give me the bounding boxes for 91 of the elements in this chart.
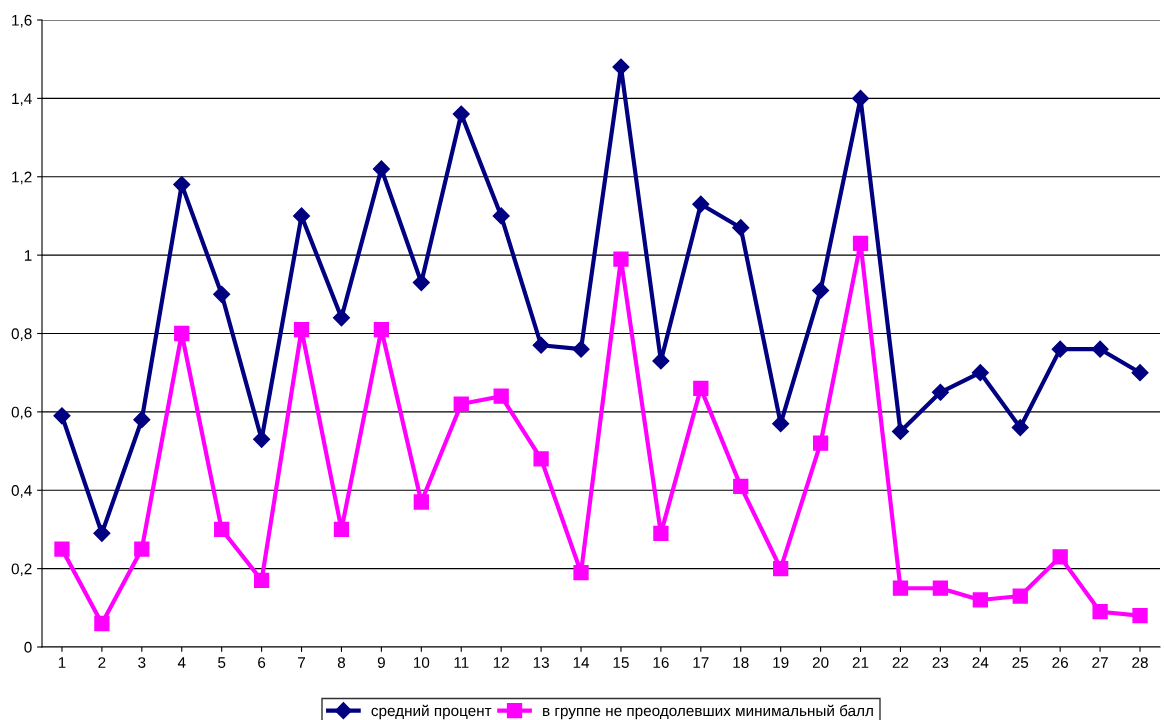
x-tick-label: 25 — [1012, 657, 1029, 668]
point — [733, 478, 749, 494]
x-tick-label: 4 — [177, 657, 186, 668]
point — [134, 541, 150, 557]
point — [931, 383, 949, 401]
x-tick-label: 3 — [138, 657, 146, 668]
x-tick-label: 27 — [1092, 657, 1108, 668]
y-tick-label: 0,4 — [11, 485, 32, 498]
y-tick-label: 0 — [24, 641, 32, 653]
x-tick-label: 6 — [258, 657, 266, 668]
point — [572, 340, 590, 358]
x-tick-label: 12 — [493, 657, 509, 668]
point — [532, 336, 550, 354]
y-tick-label: 1,2 — [12, 171, 32, 185]
y-tick-label: 0,2 — [11, 563, 32, 577]
point — [851, 89, 870, 107]
point — [412, 274, 430, 292]
x-tick-label: 21 — [852, 657, 869, 668]
point — [54, 541, 70, 557]
point — [772, 415, 790, 433]
point — [1131, 364, 1149, 382]
point — [292, 207, 311, 225]
x-tick-label: 11 — [454, 657, 469, 668]
point — [332, 309, 351, 327]
point — [214, 521, 230, 538]
x-tick-label: 8 — [337, 657, 346, 668]
point — [493, 388, 509, 404]
point — [573, 564, 589, 581]
point — [533, 451, 549, 467]
point — [972, 592, 988, 608]
point — [94, 615, 110, 632]
point — [492, 207, 510, 225]
x-tick-label: 19 — [773, 657, 789, 668]
point — [253, 572, 270, 589]
legend-label: в группе не преодолевших минимальный балл — [543, 704, 873, 720]
x-tick-label: 16 — [653, 657, 669, 668]
y-tick-label: 1,6 — [12, 14, 32, 28]
x-tick-label: 20 — [812, 657, 829, 668]
y-tick-label: 1 — [24, 250, 32, 261]
point — [372, 160, 390, 178]
point — [812, 435, 829, 451]
point — [1011, 418, 1029, 437]
x-tick-label: 13 — [533, 657, 549, 668]
x-tick-label: 2 — [98, 657, 106, 668]
point — [453, 396, 469, 412]
point — [1092, 604, 1108, 620]
x-tick-label: 9 — [377, 657, 385, 668]
point — [452, 105, 470, 123]
x-tick-label: 14 — [573, 657, 590, 668]
point — [693, 380, 709, 397]
point — [892, 580, 909, 596]
x-tick-label: 18 — [733, 657, 749, 668]
point — [373, 321, 390, 338]
point — [1052, 549, 1068, 565]
point — [971, 364, 989, 382]
point — [732, 219, 750, 237]
x-tick-label: 1 — [58, 657, 66, 668]
legend-label: средний процент — [371, 704, 492, 720]
point — [174, 325, 190, 342]
point — [773, 560, 789, 577]
x-tick-label: 26 — [1052, 657, 1068, 668]
x-tick-label: 22 — [892, 657, 909, 668]
point — [93, 524, 111, 542]
point — [653, 525, 669, 541]
y-tick-label: 0,6 — [11, 406, 32, 420]
point — [293, 321, 310, 338]
point — [133, 411, 151, 429]
point — [1051, 340, 1069, 358]
x-tick-label: 24 — [972, 657, 989, 668]
point — [891, 422, 910, 441]
x-tick-label: 10 — [413, 657, 430, 668]
point — [213, 285, 231, 303]
x-tick-label: 23 — [932, 657, 949, 668]
x-tick-label: 15 — [613, 657, 629, 668]
point — [413, 494, 429, 510]
point — [1091, 340, 1109, 358]
y-tick-label: 1,4 — [12, 93, 32, 106]
point — [812, 281, 830, 299]
point — [613, 251, 629, 267]
point — [1132, 608, 1148, 624]
point — [932, 580, 949, 596]
x-tick-label: 17 — [693, 657, 709, 668]
point — [333, 521, 350, 538]
y-tick-label: 0,8 — [11, 328, 32, 341]
point — [852, 235, 869, 252]
x-tick-label: 7 — [298, 657, 306, 668]
point — [692, 195, 710, 213]
point — [53, 407, 71, 425]
x-tick-label: 28 — [1132, 657, 1148, 668]
x-tick-label: 5 — [218, 657, 226, 668]
point — [1012, 588, 1028, 604]
